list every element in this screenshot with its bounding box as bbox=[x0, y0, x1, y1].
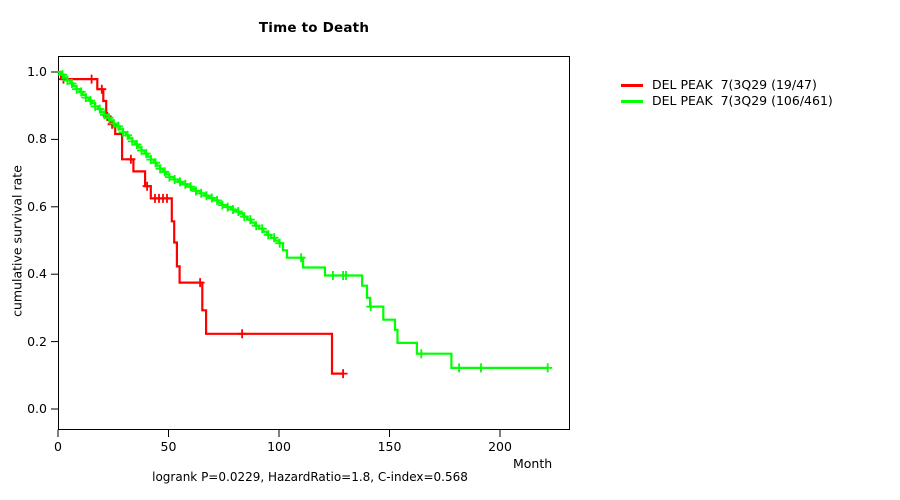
legend-label-green: DEL PEAK 7(3Q29 (106/461) bbox=[652, 93, 833, 108]
green-series-censor-marks bbox=[58, 70, 553, 373]
legend: DEL PEAK 7(3Q29 (19/47) DEL PEAK 7(3Q29 … bbox=[621, 77, 833, 109]
green-line-swatch bbox=[621, 99, 643, 103]
x-tick-label: 100 bbox=[267, 439, 291, 454]
red-line-swatch bbox=[621, 83, 643, 87]
red-series-censor-marks bbox=[59, 74, 348, 379]
y-tick-label: 0.8 bbox=[27, 131, 47, 147]
y-tick-label: 0.4 bbox=[27, 266, 47, 282]
red-series-line bbox=[58, 70, 345, 375]
x-tick-label: 150 bbox=[377, 439, 402, 454]
legend-label-red: DEL PEAK 7(3Q29 (19/47) bbox=[652, 77, 817, 92]
y-tick-label: 0.2 bbox=[27, 333, 47, 349]
statistics-annotation: logrank P=0.0229, HazardRatio=1.8, C-ind… bbox=[152, 470, 468, 484]
plot-box bbox=[58, 56, 570, 430]
y-axis-label: cumulative survival rate bbox=[9, 165, 25, 317]
y-tick-label: 0.0 bbox=[27, 401, 47, 416]
legend-item-green: DEL PEAK 7(3Q29 (106/461) bbox=[621, 93, 833, 109]
green-series-line bbox=[58, 70, 549, 369]
y-tick-label: 1.0 bbox=[27, 64, 47, 79]
x-tick-label: 200 bbox=[488, 439, 512, 454]
chart-title: Time to Death bbox=[258, 20, 370, 36]
x-tick-label: 0 bbox=[54, 439, 62, 454]
x-tick-label: 50 bbox=[160, 439, 177, 454]
y-tick-label: 0.6 bbox=[27, 198, 47, 214]
legend-item-red: DEL PEAK 7(3Q29 (19/47) bbox=[621, 77, 833, 93]
x-axis-unit-label: Month bbox=[513, 456, 553, 471]
